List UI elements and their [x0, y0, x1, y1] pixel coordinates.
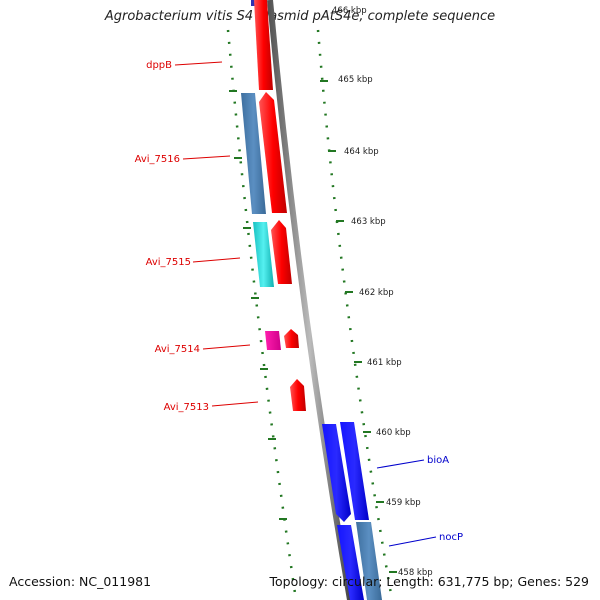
label-bioA[interactable]: bioA — [427, 455, 449, 466]
gene-labels: dppB Avi_7516 Avi_7515 Avi_7514 Avi_7513… — [135, 60, 463, 543]
tick-461: 461 kbp — [367, 358, 402, 368]
gene-dppb-red[interactable] — [254, 0, 273, 90]
gene-avi7513-red[interactable] — [290, 379, 306, 411]
accession-text: Accession: NC_011981 — [9, 574, 152, 589]
inner-tick-marks — [229, 90, 287, 520]
label-dppB[interactable]: dppB — [146, 60, 172, 71]
gene-avi7516-red[interactable] — [259, 92, 287, 213]
gene-avi7515-red[interactable] — [271, 220, 292, 284]
tick-460: 460 kbp — [376, 428, 411, 438]
gene-nocP-steel[interactable] — [356, 522, 382, 600]
tick-462: 462 kbp — [359, 288, 394, 298]
gene-avi7516-steel[interactable] — [241, 93, 266, 214]
tick-463: 463 kbp — [351, 217, 386, 227]
topology-summary-text: Topology: circular; Length: 631,775 bp; … — [269, 574, 590, 589]
label-nocP[interactable]: nocP — [439, 532, 463, 543]
gene-avi7514-pink[interactable] — [265, 331, 281, 350]
tick-466: 466 kbp — [332, 6, 367, 16]
gene-avi7515-cyan[interactable] — [253, 222, 274, 287]
kbp-tick-labels: 466 kbp 465 kbp 464 kbp 463 kbp 462 kbp … — [332, 6, 433, 578]
label-avi7513[interactable]: Avi_7513 — [164, 402, 209, 413]
gene-bioA-blue-right[interactable] — [340, 422, 369, 520]
tick-465: 465 kbp — [338, 75, 373, 85]
gene-bioA-blue-left[interactable] — [322, 424, 351, 522]
outer-tick-marks — [320, 80, 397, 573]
leader-lines — [174, 61, 437, 547]
tick-464: 464 kbp — [344, 147, 379, 157]
label-avi7515[interactable]: Avi_7515 — [146, 257, 191, 268]
label-avi7514[interactable]: Avi_7514 — [155, 344, 200, 355]
tick-458: 458 kbp — [398, 568, 433, 578]
backbone-arc — [267, 0, 353, 600]
gene-avi7514-red[interactable] — [284, 329, 299, 348]
map-title: Agrobacterium vitis S4 plasmid pAtS4e, c… — [104, 9, 496, 24]
gene-nocP-blue[interactable] — [337, 525, 364, 600]
tick-459: 459 kbp — [386, 498, 421, 508]
label-avi7516[interactable]: Avi_7516 — [135, 154, 180, 165]
